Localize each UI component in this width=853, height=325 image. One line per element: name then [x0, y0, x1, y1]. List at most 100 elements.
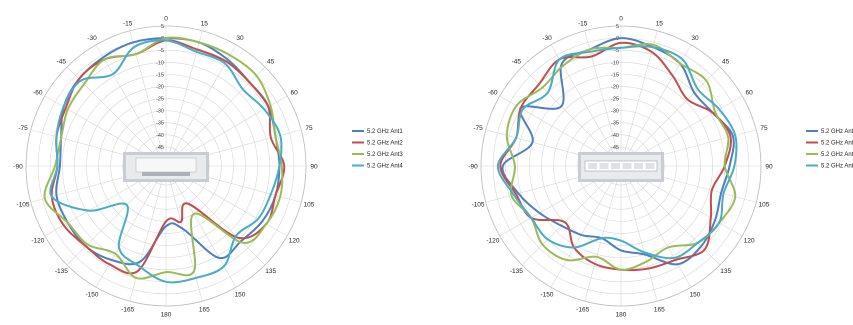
radial-tick-label: 5 — [161, 24, 164, 30]
polar-chart-2: 50-5-10-15-20-25-30-35-40-45-50015304560… — [468, 15, 853, 318]
angle-tick-label: 30 — [691, 35, 699, 42]
angle-tick-label: -15 — [578, 20, 588, 27]
angle-tick-label: 0 — [164, 15, 168, 22]
grid-spoke — [170, 170, 266, 266]
series-line-5.2-ghz-ant3 — [43, 36, 284, 280]
radial-tick-label: -35 — [611, 121, 619, 127]
radial-tick-label: -25 — [156, 97, 164, 103]
angle-tick-label: 15 — [201, 20, 209, 27]
radial-tick-label: -40 — [611, 133, 619, 139]
legend-label: 5.2 GHz Ant3 — [367, 152, 403, 158]
angle-tick-label: 150 — [235, 291, 246, 298]
angle-tick-label: -165 — [121, 306, 134, 313]
angle-tick-label: 45 — [722, 59, 730, 66]
legend-label: 5.2 GHz Ant1 — [821, 129, 853, 135]
angle-tick-label: 30 — [236, 35, 244, 42]
grid-spoke — [167, 172, 203, 302]
device-front-image — [578, 152, 664, 182]
radial-tick-label: 5 — [616, 24, 619, 30]
radial-tick-label: -30 — [611, 109, 619, 115]
angle-tick-label: -90 — [468, 163, 478, 170]
angle-tick-labels: 0 15 30 45 60 75 90 105 120 135 150 165 180 -165 -150 -… — [468, 15, 773, 318]
device-side-image — [123, 152, 209, 182]
radial-tick-label: -30 — [156, 109, 164, 115]
grid-spoke — [626, 95, 743, 163]
angle-tick-label: 60 — [291, 89, 299, 96]
legend-label: 5.2 GHz Ant2 — [367, 141, 403, 147]
angle-tick-label: 105 — [759, 202, 770, 209]
grid-spoke — [169, 171, 237, 288]
legend-label: 5.2 GHz Ant4 — [367, 164, 403, 170]
radial-tick-label: -5 — [159, 48, 164, 54]
radial-tick-label: -45 — [156, 145, 164, 151]
angle-tick-label: -75 — [18, 125, 28, 132]
series-line-5.2-ghz-ant2 — [50, 39, 286, 275]
angle-tick-label: -45 — [512, 59, 522, 66]
angle-tick-label: 90 — [765, 163, 773, 170]
legend-label: 5.2 GHz Ant1 — [367, 129, 403, 135]
grid-spoke — [95, 44, 163, 161]
angle-tick-label: -120 — [31, 237, 44, 244]
grid-spoke — [499, 95, 616, 163]
grid-spoke — [550, 171, 618, 288]
angle-tick-label: -60 — [488, 89, 498, 96]
grid-spoke — [584, 172, 620, 302]
series-line-5.2-ghz-ant1 — [55, 37, 281, 266]
angle-tick-label: 75 — [305, 125, 313, 132]
angle-tick-label: 165 — [654, 306, 665, 313]
radial-tick-label: -15 — [156, 72, 164, 78]
angle-tick-label: 90 — [310, 163, 318, 170]
grid-spoke — [622, 172, 658, 302]
grid-spoke — [95, 171, 163, 288]
angle-tick-label: -30 — [542, 35, 552, 42]
legend: 5.2 GHz Ant1 5.2 GHz Ant2 5.2 GHz Ant3 5.2 … — [352, 129, 403, 170]
angle-tick-label: 75 — [760, 125, 768, 132]
angle-tick-label: 135 — [265, 268, 276, 275]
angle-tick-label: -60 — [33, 89, 43, 96]
angle-tick-label: 105 — [304, 202, 315, 209]
radial-tick-label: -10 — [611, 60, 619, 66]
angle-tick-label: 60 — [746, 89, 754, 96]
angle-tick-label: 15 — [656, 20, 664, 27]
traces — [43, 36, 286, 284]
radial-tick-label: -20 — [156, 84, 164, 90]
legend-label: 5.2 GHz Ant4 — [821, 164, 853, 170]
angle-tick-label: -90 — [13, 163, 23, 170]
angle-tick-label: -120 — [486, 237, 499, 244]
radial-tick-labels: 50-5-10-15-20-25-30-35-40-45-50 — [156, 24, 164, 163]
angle-tick-label: 0 — [619, 15, 623, 22]
angle-tick-label: -135 — [55, 268, 68, 275]
polar-chart-1: 50-5-10-15-20-25-30-35-40-45-50015304560… — [13, 15, 403, 318]
legend-label: 5.2 GHz Ant2 — [821, 141, 853, 147]
angle-tick-label: -135 — [510, 268, 523, 275]
angle-tick-label: 150 — [690, 291, 701, 298]
series-line-5.2-ghz-ant3 — [505, 43, 737, 271]
grid-spoke — [129, 30, 165, 160]
grid-spoke — [624, 171, 692, 288]
angle-tick-label: -30 — [87, 35, 97, 42]
grid-spoke — [521, 66, 617, 162]
grid-spoke — [66, 66, 162, 162]
radial-tick-label: -40 — [156, 133, 164, 139]
radial-tick-label: -20 — [611, 84, 619, 90]
angle-tick-label: -150 — [540, 291, 553, 298]
angle-tick-label: 120 — [744, 237, 755, 244]
radial-tick-label: -45 — [611, 145, 619, 151]
angle-tick-label: 120 — [289, 237, 300, 244]
angle-tick-label: 45 — [267, 59, 275, 66]
grid-spoke — [625, 66, 721, 162]
angle-tick-label: 165 — [199, 306, 210, 313]
grid-spoke — [66, 170, 162, 266]
legend-label: 5.2 GHz Ant3 — [821, 152, 853, 158]
radial-tick-label: -10 — [156, 60, 164, 66]
angle-tick-label: 135 — [720, 268, 731, 275]
angle-tick-label: -165 — [576, 306, 589, 313]
angle-tick-label: -75 — [473, 125, 483, 132]
angle-tick-label: -105 — [472, 202, 485, 209]
radial-tick-label: -25 — [611, 97, 619, 103]
grid-spoke — [622, 30, 658, 160]
series-line-5.2-ghz-ant4 — [496, 45, 738, 260]
grid-spoke — [521, 170, 617, 266]
traces — [496, 37, 738, 272]
legend: 5.2 GHz Ant1 5.2 GHz Ant2 5.2 GHz Ant3 5.2 … — [806, 129, 853, 170]
